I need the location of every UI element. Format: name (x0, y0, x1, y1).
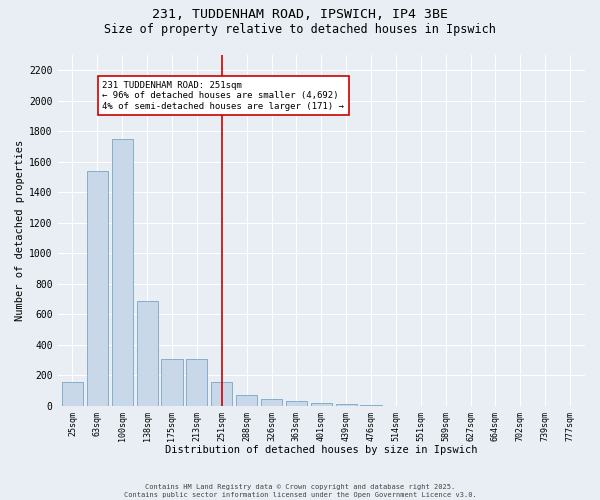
Bar (261, 399, 282, 406)
Bar (137, 300, 158, 406)
Text: Size of property relative to detached houses in Ipswich: Size of property relative to detached ho… (104, 22, 496, 36)
X-axis label: Distribution of detached houses by size in Ipswich: Distribution of detached houses by size … (165, 445, 478, 455)
Bar (87, 171, 108, 406)
Bar (236, 394, 257, 406)
Bar (186, 358, 208, 406)
Bar (211, 382, 232, 406)
Bar (161, 358, 182, 406)
Bar (311, 403, 332, 406)
Text: 231, TUDDENHAM ROAD, IPSWICH, IP4 3BE: 231, TUDDENHAM ROAD, IPSWICH, IP4 3BE (152, 8, 448, 20)
Bar (112, 139, 133, 406)
Bar (286, 402, 307, 406)
Text: Contains HM Land Registry data © Crown copyright and database right 2025.
Contai: Contains HM Land Registry data © Crown c… (124, 484, 476, 498)
Bar (361, 405, 382, 406)
Y-axis label: Number of detached properties: Number of detached properties (15, 140, 25, 321)
Bar (335, 404, 357, 406)
Text: 231 TUDDENHAM ROAD: 251sqm
← 96% of detached houses are smaller (4,692)
4% of se: 231 TUDDENHAM ROAD: 251sqm ← 96% of deta… (103, 81, 344, 110)
Bar (62, 382, 83, 406)
